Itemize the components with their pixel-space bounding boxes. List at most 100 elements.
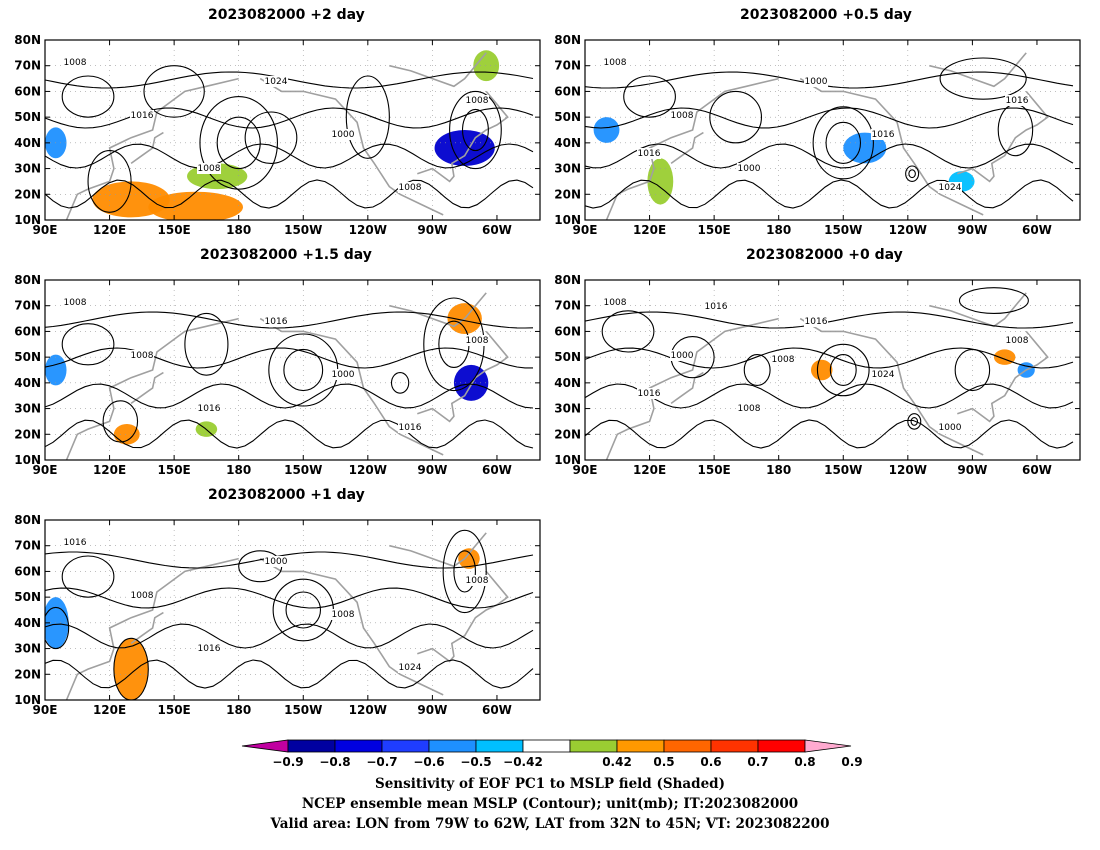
lon-tick-label: 150E xyxy=(158,463,191,477)
contour-label: 1008 xyxy=(64,58,87,68)
isobar-contour xyxy=(61,555,115,598)
map-content xyxy=(45,40,540,220)
lat-tick-label: 60N xyxy=(554,84,581,98)
colorbar-bin xyxy=(287,739,336,753)
isobar-contour xyxy=(45,347,533,369)
colorbar-label: 0.8 xyxy=(794,755,815,769)
contour-label-bg xyxy=(465,335,489,346)
lon-tick-label: 90W xyxy=(957,463,987,477)
lon-tick-label: 90E xyxy=(33,223,58,237)
coastline xyxy=(130,371,164,405)
map-content xyxy=(585,40,1080,220)
lon-tick-label: 120W xyxy=(889,223,927,237)
contour-label: 1008 xyxy=(131,591,154,601)
map-plus-1-day: 1016 1008 1016 1000 1008 1024 1008 90E 120E 150E 1… xyxy=(14,513,541,717)
sensitivity-shading xyxy=(593,117,620,143)
lon-tick-label: 180 xyxy=(766,463,791,477)
caption-line-3: Valid area: LON from 79W to 62W, LAT fro… xyxy=(270,816,830,832)
contour-label-bg xyxy=(398,662,422,673)
isobar-contour xyxy=(283,348,324,392)
sensitivity-shading xyxy=(148,191,243,220)
lon-tick-label: 150W xyxy=(284,223,322,237)
lat-tick-label: 20N xyxy=(14,667,41,681)
lat-tick-label: 50N xyxy=(14,350,41,364)
contour-label: 1000 xyxy=(332,370,355,380)
colorbar-bin xyxy=(569,739,618,753)
colorbar: −0.9 −0.8 −0.7 −0.6 −0.5 −0.42 0.42 0.5 0.6 0.7 0.… xyxy=(241,739,863,769)
contour-label: 1024 xyxy=(939,183,962,193)
lon-tick-label: 120E xyxy=(633,463,666,477)
isobar-contour xyxy=(102,400,139,443)
lat-tick-label: 50N xyxy=(14,110,41,124)
lon-tick-label: 120E xyxy=(93,463,126,477)
contour-label: 1008 xyxy=(466,96,489,106)
lat-tick-label: 40N xyxy=(14,376,41,390)
coastline xyxy=(799,317,984,456)
isobar-contour xyxy=(45,311,534,329)
lat-tick-label: 80N xyxy=(554,273,581,287)
colorbar-bin xyxy=(428,739,477,753)
lon-tick-label: 90W xyxy=(417,223,447,237)
isobar-contour xyxy=(184,312,229,376)
contour-label-bg xyxy=(264,76,288,87)
contour-label: 1008 xyxy=(64,298,87,308)
lon-tick-label: 150E xyxy=(158,223,191,237)
lat-tick-label: 30N xyxy=(554,402,581,416)
sensitivity-shading xyxy=(473,50,500,82)
contour-label: 1024 xyxy=(265,77,288,87)
contour-label-bg xyxy=(197,643,221,654)
colorbar-bin xyxy=(381,739,430,753)
lat-tick-label: 70N xyxy=(14,299,41,313)
sensitivity-shading xyxy=(993,349,1016,365)
map-plus-1-5-day: 1008 1008 1016 1016 1000 1016 1008 90E 120E 150E 1… xyxy=(14,273,541,477)
isobar-contour xyxy=(585,419,1074,449)
contour-label-bg xyxy=(737,403,761,414)
contour-label-bg xyxy=(264,556,288,567)
contour-label: 1008 xyxy=(466,576,489,586)
contour-label-bg xyxy=(264,316,288,327)
map-plus-2-day: 1008 1016 1008 1024 1000 1008 1008 90E 120E 150E 1… xyxy=(14,33,541,237)
contour-label: 1016 xyxy=(198,644,221,654)
contour-label-bg xyxy=(804,76,828,87)
colorbar-max-triangle xyxy=(804,739,852,753)
contour-label: 1008 xyxy=(466,336,489,346)
isobar-contour xyxy=(45,587,534,609)
isobar-contour xyxy=(345,75,390,159)
lon-tick-label: 60W xyxy=(482,703,512,717)
isobar-contour xyxy=(907,413,922,430)
isobar-contour xyxy=(958,287,1029,314)
contour-label: 1000 xyxy=(332,130,355,140)
contour-label-bg xyxy=(331,129,355,140)
contour-label: 1008 xyxy=(671,111,694,121)
lon-tick-label: 150W xyxy=(824,463,862,477)
contour-label-bg xyxy=(737,163,761,174)
isobar-contour xyxy=(585,107,1074,129)
lon-tick-label: 120W xyxy=(349,463,387,477)
isobar-contour xyxy=(285,591,322,629)
contour-label-bg xyxy=(465,95,489,106)
contour-label-bg xyxy=(871,369,895,380)
lon-tick-label: 150W xyxy=(824,223,862,237)
lat-tick-label: 40N xyxy=(554,376,581,390)
lon-tick-label: 90W xyxy=(957,223,987,237)
coastline xyxy=(259,557,444,696)
lon-tick-label: 150E xyxy=(698,463,731,477)
contour-label-bg xyxy=(398,422,422,433)
lon-tick-label: 150W xyxy=(284,463,322,477)
coastline xyxy=(130,131,164,165)
contour-label: 1016 xyxy=(1006,96,1029,106)
isobar-contour xyxy=(45,383,534,409)
contour-label-bg xyxy=(331,609,355,620)
contour-label-bg xyxy=(704,301,728,312)
isobar-contour xyxy=(585,347,1074,369)
lon-tick-label: 120E xyxy=(93,703,126,717)
isobar-contour xyxy=(449,90,502,170)
lat-tick-label: 70N xyxy=(14,539,41,553)
colorbar-bin xyxy=(710,739,759,753)
lat-tick-label: 60N xyxy=(14,564,41,578)
lat-tick-label: 80N xyxy=(554,33,581,47)
lon-tick-label: 180 xyxy=(226,463,251,477)
panel-title: 2023082000 +0.5 day xyxy=(740,7,912,23)
contour-label: 1008 xyxy=(738,404,761,414)
panel-title: 2023082000 +1 day xyxy=(208,487,365,503)
